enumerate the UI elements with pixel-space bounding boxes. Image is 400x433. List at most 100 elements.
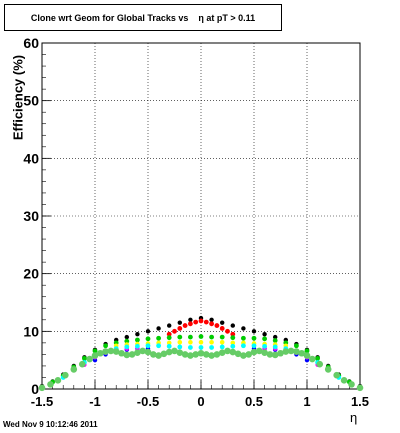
y-tick-label: 0 [31,381,39,397]
data-point [107,347,115,355]
data-point [324,366,332,373]
data-point [333,371,340,379]
data-point [282,348,290,355]
data-point [250,348,258,356]
data-point [230,335,236,341]
data-point [273,334,278,340]
data-point [340,377,348,384]
data-point [188,317,193,322]
data-point [171,347,178,355]
data-point [166,343,172,349]
data-point [203,319,209,325]
chart-title: Clone wrt Geom for Global Tracks vs η at… [30,13,256,23]
timestamp: Wed Nov 9 10:12:46 2011 [3,420,98,429]
data-point [135,343,140,349]
data-point [219,339,225,345]
y-axis-label: Efficiency (%) [10,54,26,141]
data-point [165,348,173,356]
y-tick-label: 30 [23,208,39,224]
data-point [103,343,108,349]
y-tick-label: 10 [23,323,39,339]
data-point [251,329,257,334]
data-point [208,352,215,359]
data-point [91,352,99,359]
data-point [156,326,161,331]
data-point [241,335,246,341]
data-point [177,320,182,325]
data-point [123,351,131,359]
data-point [144,348,152,356]
data-point [177,334,183,340]
data-point [187,352,194,359]
data-point [78,360,86,368]
data-point [192,351,199,358]
x-tick-label: 0 [197,394,204,409]
data-point [167,323,172,328]
data-point [160,350,168,358]
y-tick-label: 60 [23,35,39,51]
data-point [230,340,236,346]
data-point [209,321,215,327]
data-point [118,349,125,357]
data-point [156,343,162,349]
data-point [124,334,129,340]
x-axis-label: η [350,410,358,425]
data-point [272,344,278,350]
data-point [229,348,237,356]
data-point [241,343,246,349]
data-point [230,323,235,328]
data-point [62,371,69,379]
data-point [271,351,279,359]
data-point [251,343,257,349]
data-point [251,335,257,341]
data-point [188,334,193,340]
data-point [209,317,214,322]
data-point [156,335,162,341]
data-point [197,349,205,357]
data-point [128,351,136,358]
data-point [181,351,189,358]
data-point [218,349,226,356]
data-point [262,336,267,342]
x-tick-label: -1.5 [31,394,53,409]
data-point [203,351,210,358]
data-point [294,343,299,349]
data-point [240,352,247,359]
data-point [298,349,306,357]
data-point [198,318,204,324]
y-tick-label: 40 [23,150,39,166]
data-point [241,326,246,331]
data-point [262,343,267,349]
data-point [82,356,87,361]
data-point [182,323,188,328]
data-point [188,321,193,327]
data-point [219,344,225,350]
data-point [213,351,221,358]
data-point [209,345,215,350]
x-tick-label: 1.5 [351,394,369,409]
data-point [198,334,204,339]
data-point [224,347,231,355]
data-point [193,319,199,325]
data-point [315,356,320,361]
data-point [177,326,183,331]
data-point [272,338,278,343]
data-point [177,339,183,345]
data-point [102,348,109,355]
data-point [166,340,172,346]
data-point [124,344,130,350]
data-point [303,352,311,359]
data-point [225,328,230,334]
data-point [219,334,225,340]
data-series-8 [38,347,364,392]
data-point [177,344,183,350]
x-tick-label: -0.5 [137,394,159,409]
data-point [166,331,172,337]
tick-labels: -1.5 -1 -0.5 0 0.5 1 1.5 0 10 20 30 40 50 60 [23,35,369,409]
data-point [230,331,236,337]
data-point [214,323,220,328]
data-point [54,377,62,384]
data-point [198,345,204,350]
data-point [38,384,46,392]
